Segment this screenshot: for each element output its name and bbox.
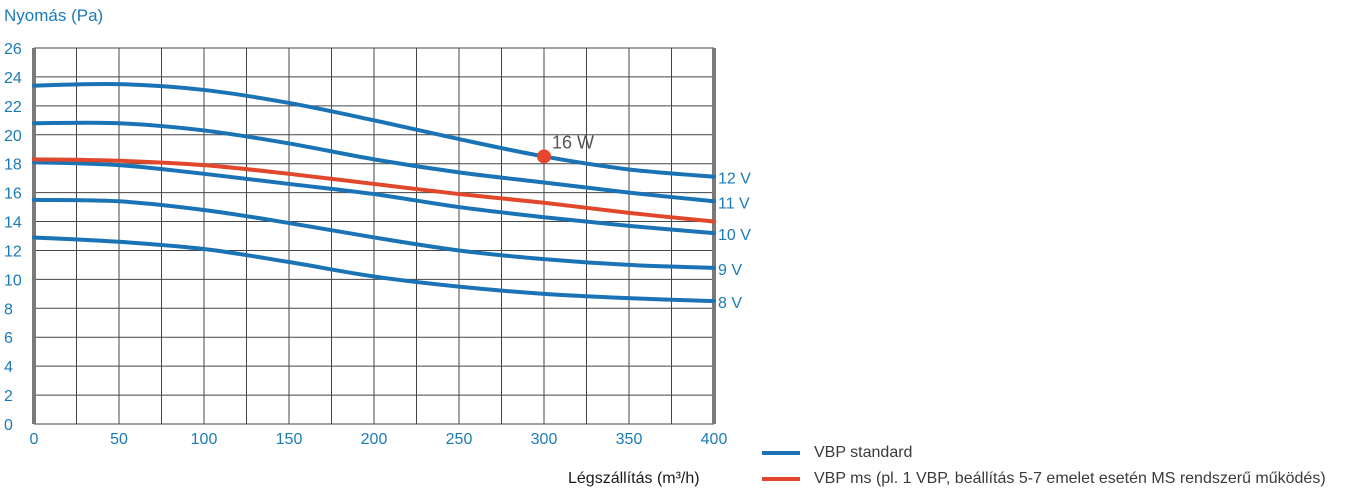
y-tick-label: 10 xyxy=(4,272,22,289)
y-tick-label: 26 xyxy=(4,41,22,58)
legend-label-standard: VBP standard xyxy=(814,444,913,461)
legend-entry-standard: VBP standard xyxy=(762,444,912,462)
x-tick-label: 0 xyxy=(30,431,39,448)
tick-labels: 0 50 100 150 200 250 300 350 4000246810121416182… xyxy=(4,41,727,448)
series-end-label: 8 V xyxy=(718,295,742,312)
series-line-9v xyxy=(32,197,716,270)
y-tick-label: 2 xyxy=(4,388,13,405)
series-end-label: 12 V xyxy=(718,171,751,188)
series-line-12v xyxy=(32,82,716,179)
y-tick-label: 20 xyxy=(4,128,22,145)
x-axis-title: Légszállítás (m³/h) xyxy=(568,470,700,487)
annotations: 16 W xyxy=(537,132,594,164)
y-tick-label: 0 xyxy=(4,417,13,434)
series-end-label: 10 V xyxy=(718,227,751,244)
x-tick-label: 200 xyxy=(361,431,388,448)
series-lines: 12 V 11 V 10 V 9 V 8 V xyxy=(32,82,751,312)
x-tick-label: 100 xyxy=(191,431,218,448)
series-line-10v xyxy=(32,160,716,236)
grid xyxy=(32,47,716,425)
y-axis-title: Nyomás (Pa) xyxy=(4,6,104,25)
legend-entry-ms: VBP ms (pl. 1 VBP, beállítás 5-7 emelet … xyxy=(762,470,1326,488)
legend-swatch-ms xyxy=(762,477,800,481)
y-tick-label: 8 xyxy=(4,301,13,318)
y-tick-label: 24 xyxy=(4,70,22,87)
y-tick-label: 4 xyxy=(4,359,13,376)
y-tick-label: 16 xyxy=(4,186,22,203)
legend-label-ms: VBP ms (pl. 1 VBP, beállítás 5-7 emelet … xyxy=(814,470,1326,487)
x-tick-label: 250 xyxy=(446,431,473,448)
y-tick-label: 6 xyxy=(4,330,13,347)
operating-point-label: 16 W xyxy=(552,132,594,152)
x-tick-label: 50 xyxy=(110,431,128,448)
x-tick-label: 350 xyxy=(616,431,643,448)
series-end-label: 11 V xyxy=(718,195,750,212)
y-tick-label: 18 xyxy=(4,157,22,174)
x-tick-label: 150 xyxy=(276,431,303,448)
series-line-8v xyxy=(32,235,716,304)
x-tick-label: 400 xyxy=(701,431,728,448)
x-tick-label: 300 xyxy=(531,431,558,448)
y-tick-label: 22 xyxy=(4,99,22,116)
series-line-vbp-ms xyxy=(32,157,716,224)
operating-point-marker xyxy=(537,149,551,164)
legend-swatch-standard xyxy=(762,451,800,455)
series-end-label: 9 V xyxy=(718,262,742,279)
y-tick-label: 14 xyxy=(4,215,22,232)
y-tick-label: 12 xyxy=(4,243,22,260)
series-line-11v xyxy=(32,120,716,204)
